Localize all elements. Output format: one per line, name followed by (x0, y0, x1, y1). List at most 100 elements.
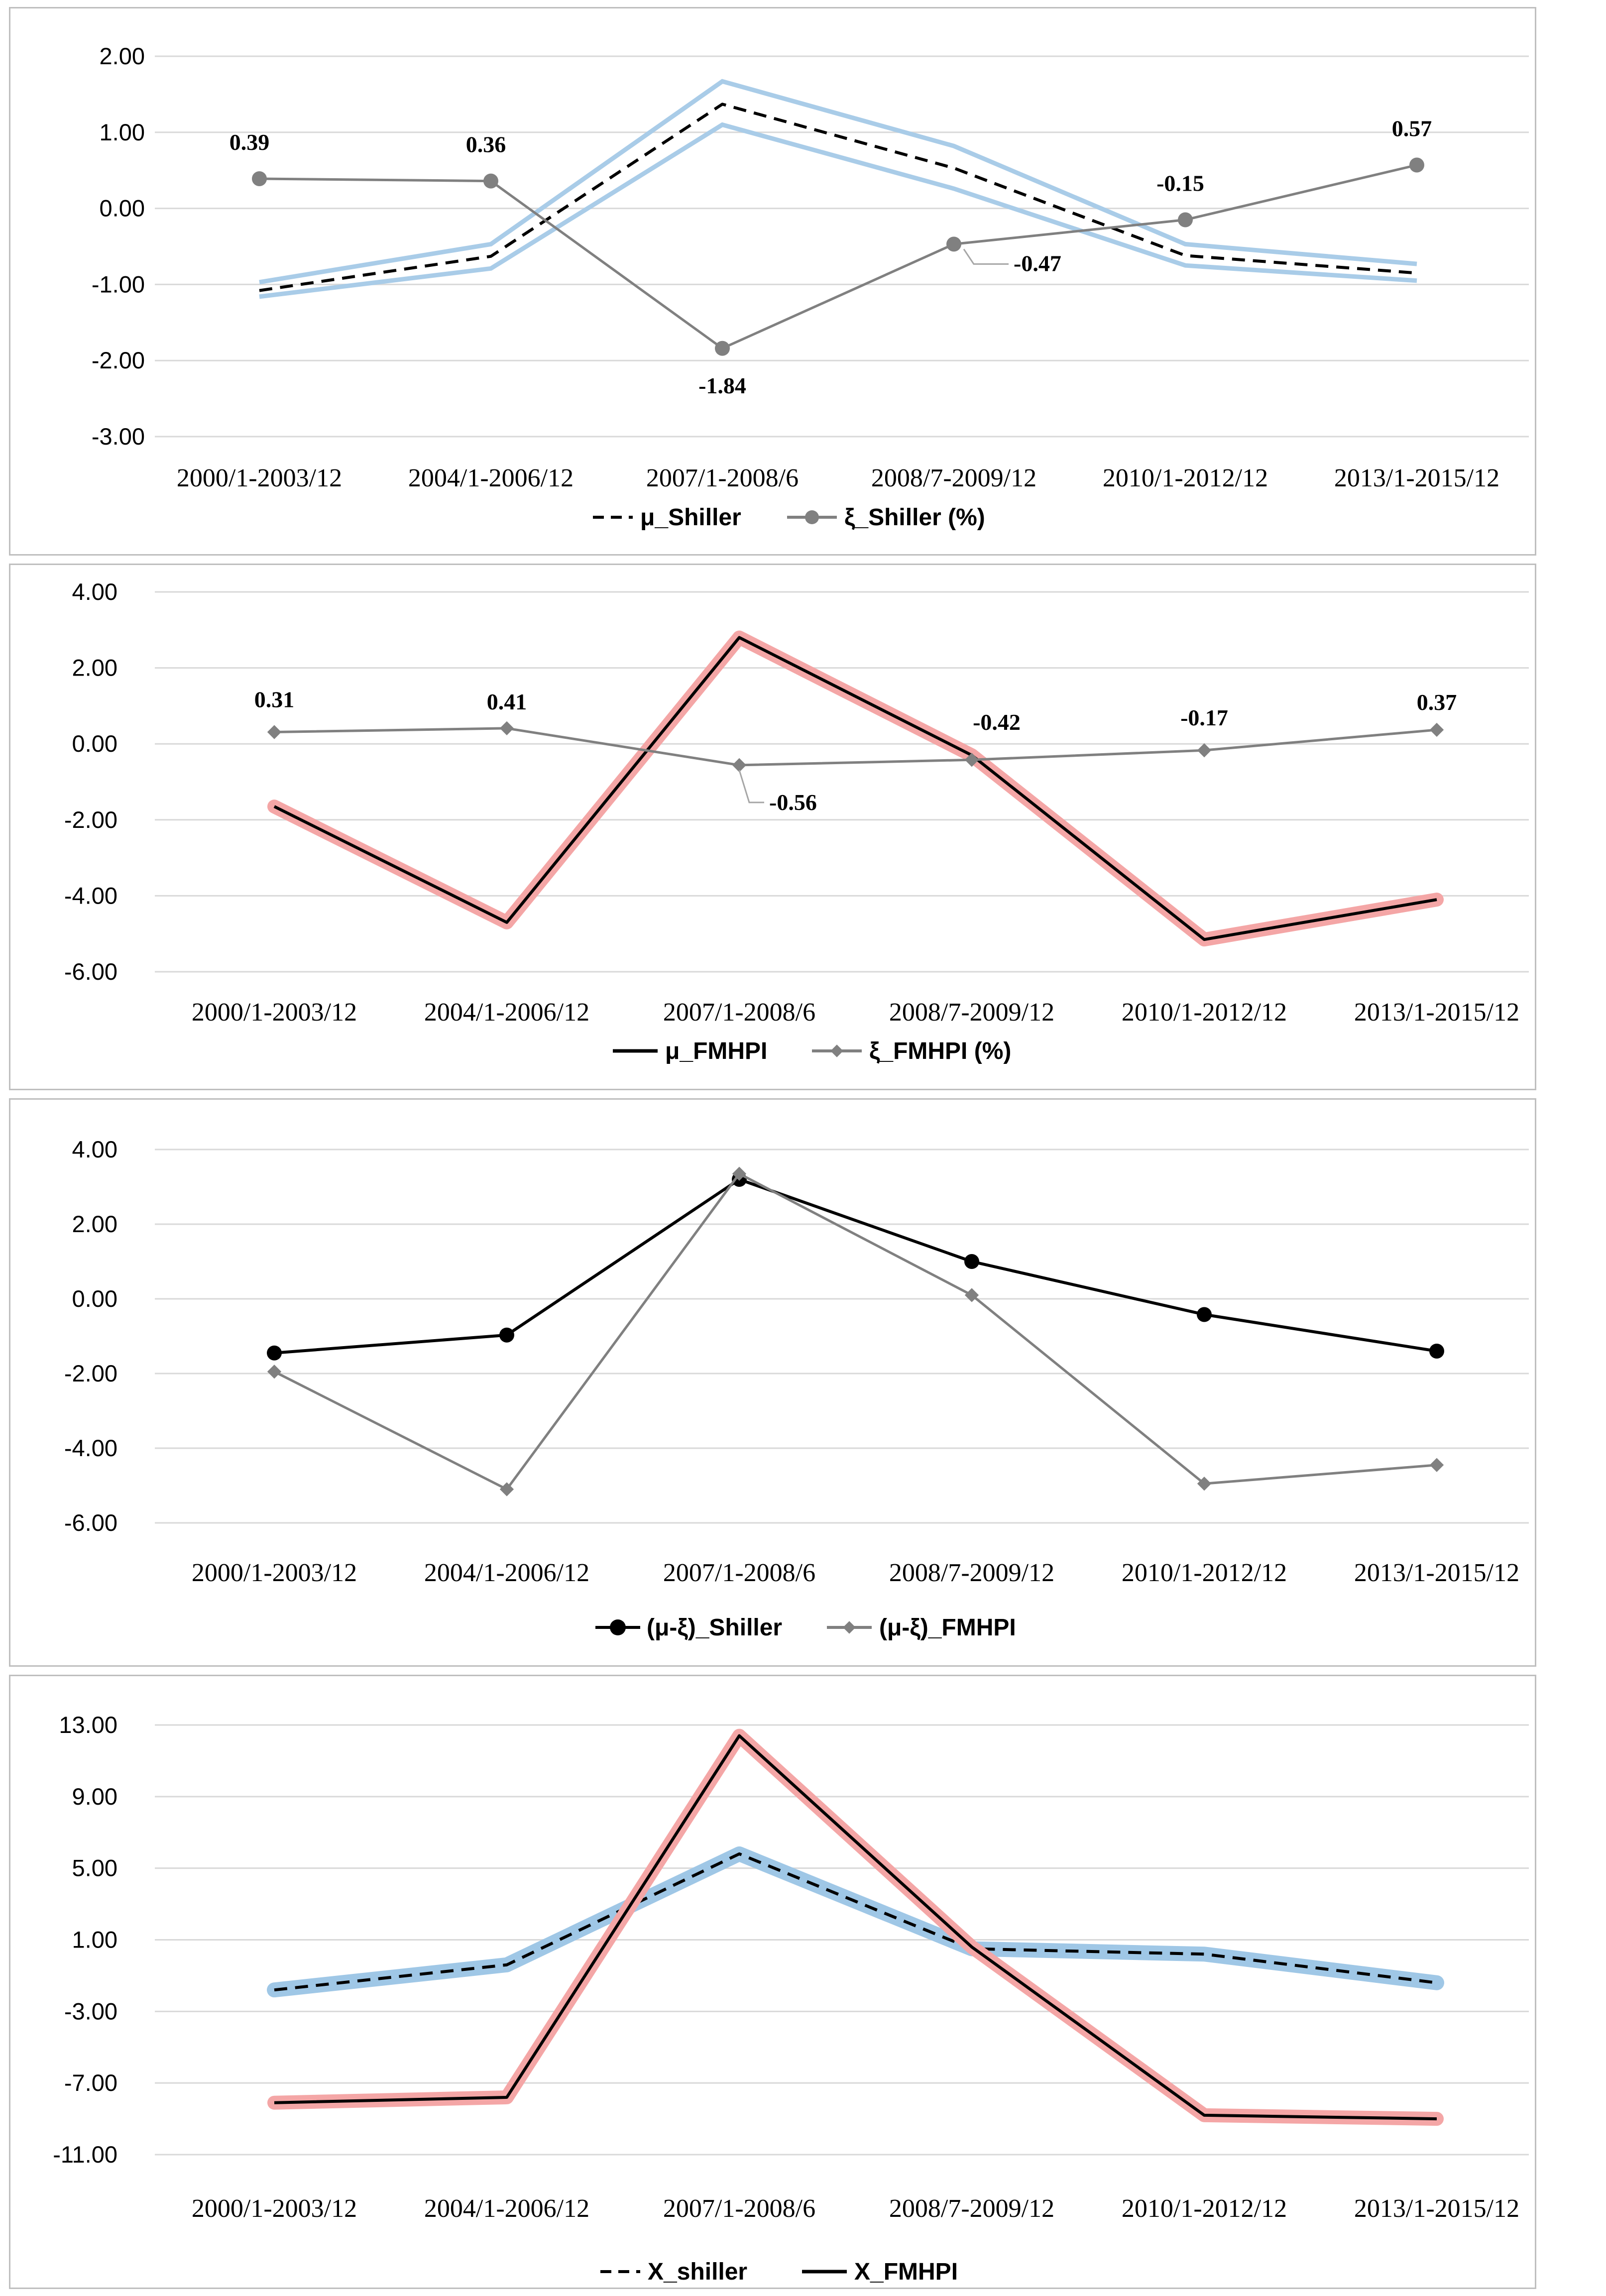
data-label: -0.47 (1014, 250, 1061, 276)
data-point (964, 1254, 979, 1269)
y-tick: -3.00 (92, 423, 145, 450)
legend-mu-shiller: μ_Shiller (640, 504, 741, 531)
data-point (732, 1166, 747, 1181)
data-point (499, 1482, 514, 1496)
data-point (964, 753, 979, 767)
series-glow (267, 1728, 1444, 2126)
series-line (273, 1172, 1437, 1491)
data-point (1429, 722, 1444, 737)
data-label: -0.17 (1180, 705, 1228, 730)
series-glow (267, 1846, 1444, 1998)
x-tick: 2008/7-2009/12 (889, 2194, 1054, 2223)
x-tick: 2013/1-2015/12 (1334, 464, 1499, 492)
x-tick: 2010/1-2012/12 (1103, 464, 1268, 492)
legend-xi-shiller: ξ_Shiller (%) (844, 504, 985, 531)
x-tick: 2000/1-2003/12 (192, 2194, 357, 2223)
data-label: 0.36 (466, 132, 506, 157)
legend-mu-fmhpi: μ_FMHPI (665, 1038, 767, 1064)
x-tick: 2013/1-2015/12 (1354, 2194, 1519, 2223)
data-label: 0.39 (229, 129, 270, 155)
label-leader-line (738, 770, 764, 804)
data-point (267, 1345, 282, 1361)
legend-x-shiller: Χ_shiller (648, 2259, 747, 2285)
x-tick: 2004/1-2006/12 (408, 464, 574, 492)
y-tick: -11.00 (53, 2141, 117, 2168)
x-tick: 2004/1-2006/12 (424, 1559, 589, 1587)
x-tick: 2013/1-2015/12 (1354, 998, 1519, 1027)
y-tick: 5.00 (72, 1855, 117, 1881)
y-tick: -3.00 (64, 1998, 117, 2024)
series-line (274, 727, 1437, 767)
legend-marker-xi-fmhpi (830, 1044, 843, 1057)
data-point (1197, 1477, 1212, 1491)
y-tick: -2.00 (64, 806, 117, 833)
data-point (267, 1365, 282, 1379)
chart-panel-2: 4.00 2.00 0.00 -2.00 -4.00 -6.00 2000/1-… (9, 564, 1536, 1090)
data-label: -0.42 (973, 709, 1021, 735)
legend-muxi-fmhpi: (μ-ξ)_FMHPI (879, 1614, 1016, 1641)
chart-panel-4: 13.00 9.00 5.00 1.00 -3.00 -7.00 -11.00 … (9, 1675, 1536, 2289)
data-label: 0.41 (487, 689, 527, 714)
x-tick: 2004/1-2006/12 (424, 2194, 589, 2223)
legend-marker-xi-shiller (805, 510, 819, 524)
y-tick: 0.00 (100, 195, 145, 222)
y-tick: 2.00 (100, 43, 145, 69)
x-tick: 2013/1-2015/12 (1354, 1559, 1519, 1587)
data-point (1409, 157, 1424, 173)
x-tick: 2007/1-2008/6 (646, 464, 799, 492)
label-leader-line (963, 248, 1009, 265)
data-point (1197, 743, 1212, 758)
data-point (252, 171, 267, 187)
data-point (1429, 1344, 1444, 1359)
data-label: 0.37 (1417, 689, 1457, 715)
chart-1-svg: 2.00 1.00 0.00 -1.00 -2.00 -3.00 2000/1-… (92, 43, 1529, 531)
x-tick: 2007/1-2008/6 (663, 2194, 815, 2223)
y-tick: -6.00 (64, 1509, 117, 1536)
data-point (732, 758, 747, 773)
y-tick: 1.00 (100, 119, 145, 145)
series-line (274, 1178, 1437, 1355)
y-tick: 0.00 (72, 730, 117, 757)
data-point (964, 1288, 979, 1302)
x-tick: 2000/1-2003/12 (192, 998, 357, 1027)
data-label: -0.56 (769, 790, 817, 815)
y-tick: -1.00 (92, 271, 145, 297)
data-point (267, 725, 282, 739)
y-tick: 2.00 (72, 1211, 117, 1237)
series-line (259, 103, 1417, 292)
y-tick: -4.00 (64, 882, 117, 909)
y-tick: 13.00 (59, 1712, 117, 1738)
data-point (499, 721, 514, 736)
data-label: 0.31 (254, 687, 295, 712)
y-tick: 1.00 (72, 1927, 117, 1953)
legend-muxi-shiller: (μ-ξ)_Shiller (647, 1614, 782, 1641)
x-tick: 2007/1-2008/6 (663, 998, 815, 1027)
y-tick: -4.00 (64, 1435, 117, 1461)
x-tick: 2008/7-2009/12 (889, 1559, 1054, 1587)
data-point (1178, 212, 1193, 228)
chart-3-svg: 4.00 2.00 0.00 -2.00 -4.00 -6.00 2000/1-… (64, 1136, 1529, 1641)
x-tick: 2008/7-2009/12 (871, 464, 1036, 492)
data-label: -0.15 (1156, 171, 1204, 196)
y-tick: 4.00 (72, 1136, 117, 1162)
y-tick: 4.00 (72, 578, 117, 605)
data-point (946, 236, 961, 252)
x-tick: 2010/1-2012/12 (1122, 998, 1287, 1027)
y-tick: -2.00 (92, 347, 145, 373)
legend-x-fmhpi: Χ_FMHPI (854, 2259, 958, 2285)
legend-xi-fmhpi: ξ_FMHPI (%) (869, 1038, 1011, 1064)
legend-marker-muxi-fmhpi (843, 1621, 856, 1634)
data-point (1197, 1307, 1212, 1322)
x-tick: 2010/1-2012/12 (1122, 2194, 1287, 2223)
data-point (483, 173, 498, 189)
band-upper-line (259, 79, 1417, 285)
data-point (1429, 1458, 1444, 1472)
series-line (274, 1734, 1437, 2121)
x-tick: 2010/1-2012/12 (1122, 1559, 1287, 1587)
y-tick: 2.00 (72, 655, 117, 681)
chart-2-svg: 4.00 2.00 0.00 -2.00 -4.00 -6.00 2000/1-… (64, 578, 1529, 1064)
chart-panel-1: 2.00 1.00 0.00 -1.00 -2.00 -3.00 2000/1-… (9, 7, 1536, 556)
y-tick: -7.00 (64, 2069, 117, 2096)
data-label: -1.84 (698, 373, 746, 398)
series-line (259, 164, 1417, 350)
